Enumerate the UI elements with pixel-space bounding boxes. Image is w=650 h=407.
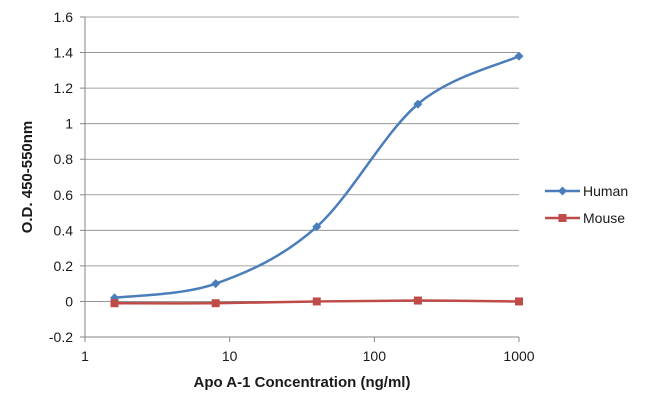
data-point-mouse	[211, 299, 220, 308]
y-tick-label: 0.2	[54, 258, 74, 274]
data-point-mouse	[312, 297, 321, 306]
data-point-human	[211, 279, 221, 289]
x-tick-label: 10	[222, 348, 238, 364]
legend: Human Mouse	[545, 183, 628, 226]
legend-label-mouse: Mouse	[583, 210, 625, 226]
axes	[80, 16, 520, 342]
series-line-human	[114, 54, 520, 300]
data-point-mouse	[515, 297, 523, 306]
y-tick-label: 1.4	[54, 45, 74, 61]
y-tick-label: 1.6	[54, 9, 74, 25]
data-point-mouse	[413, 296, 422, 305]
y-tick-label: 0.4	[54, 222, 74, 238]
x-axis-title: Apo A-1 Concentration (ng/ml)	[194, 374, 411, 391]
legend-marker-mouse	[558, 214, 567, 222]
series-layer	[110, 51, 524, 308]
data-point-human	[312, 222, 322, 232]
y-tick-label: 0	[65, 293, 73, 309]
y-tick-label: 1.2	[54, 80, 74, 96]
x-tick-label: 1	[81, 348, 89, 364]
legend-marker-human	[558, 186, 567, 196]
y-tick-label: 0.8	[54, 151, 74, 167]
y-axis-title: O.D. 450-550nm	[19, 121, 36, 234]
legend-label-human: Human	[583, 183, 628, 199]
y-tick-label: -0.2	[49, 329, 73, 345]
gridlines	[85, 16, 519, 338]
y-tick-label: 1	[65, 116, 73, 132]
data-point-mouse	[110, 299, 119, 308]
tick-labels: -0.2 0 0.2 0.4 0.6 0.8 1 1.2 1.4 1.6 1 10 100 1000	[49, 9, 535, 364]
data-point-human	[514, 51, 524, 61]
x-tick-label: 1000	[503, 348, 534, 364]
x-tick-label: 100	[363, 348, 387, 364]
data-point-human	[413, 99, 423, 109]
y-tick-label: 0.6	[54, 187, 74, 203]
